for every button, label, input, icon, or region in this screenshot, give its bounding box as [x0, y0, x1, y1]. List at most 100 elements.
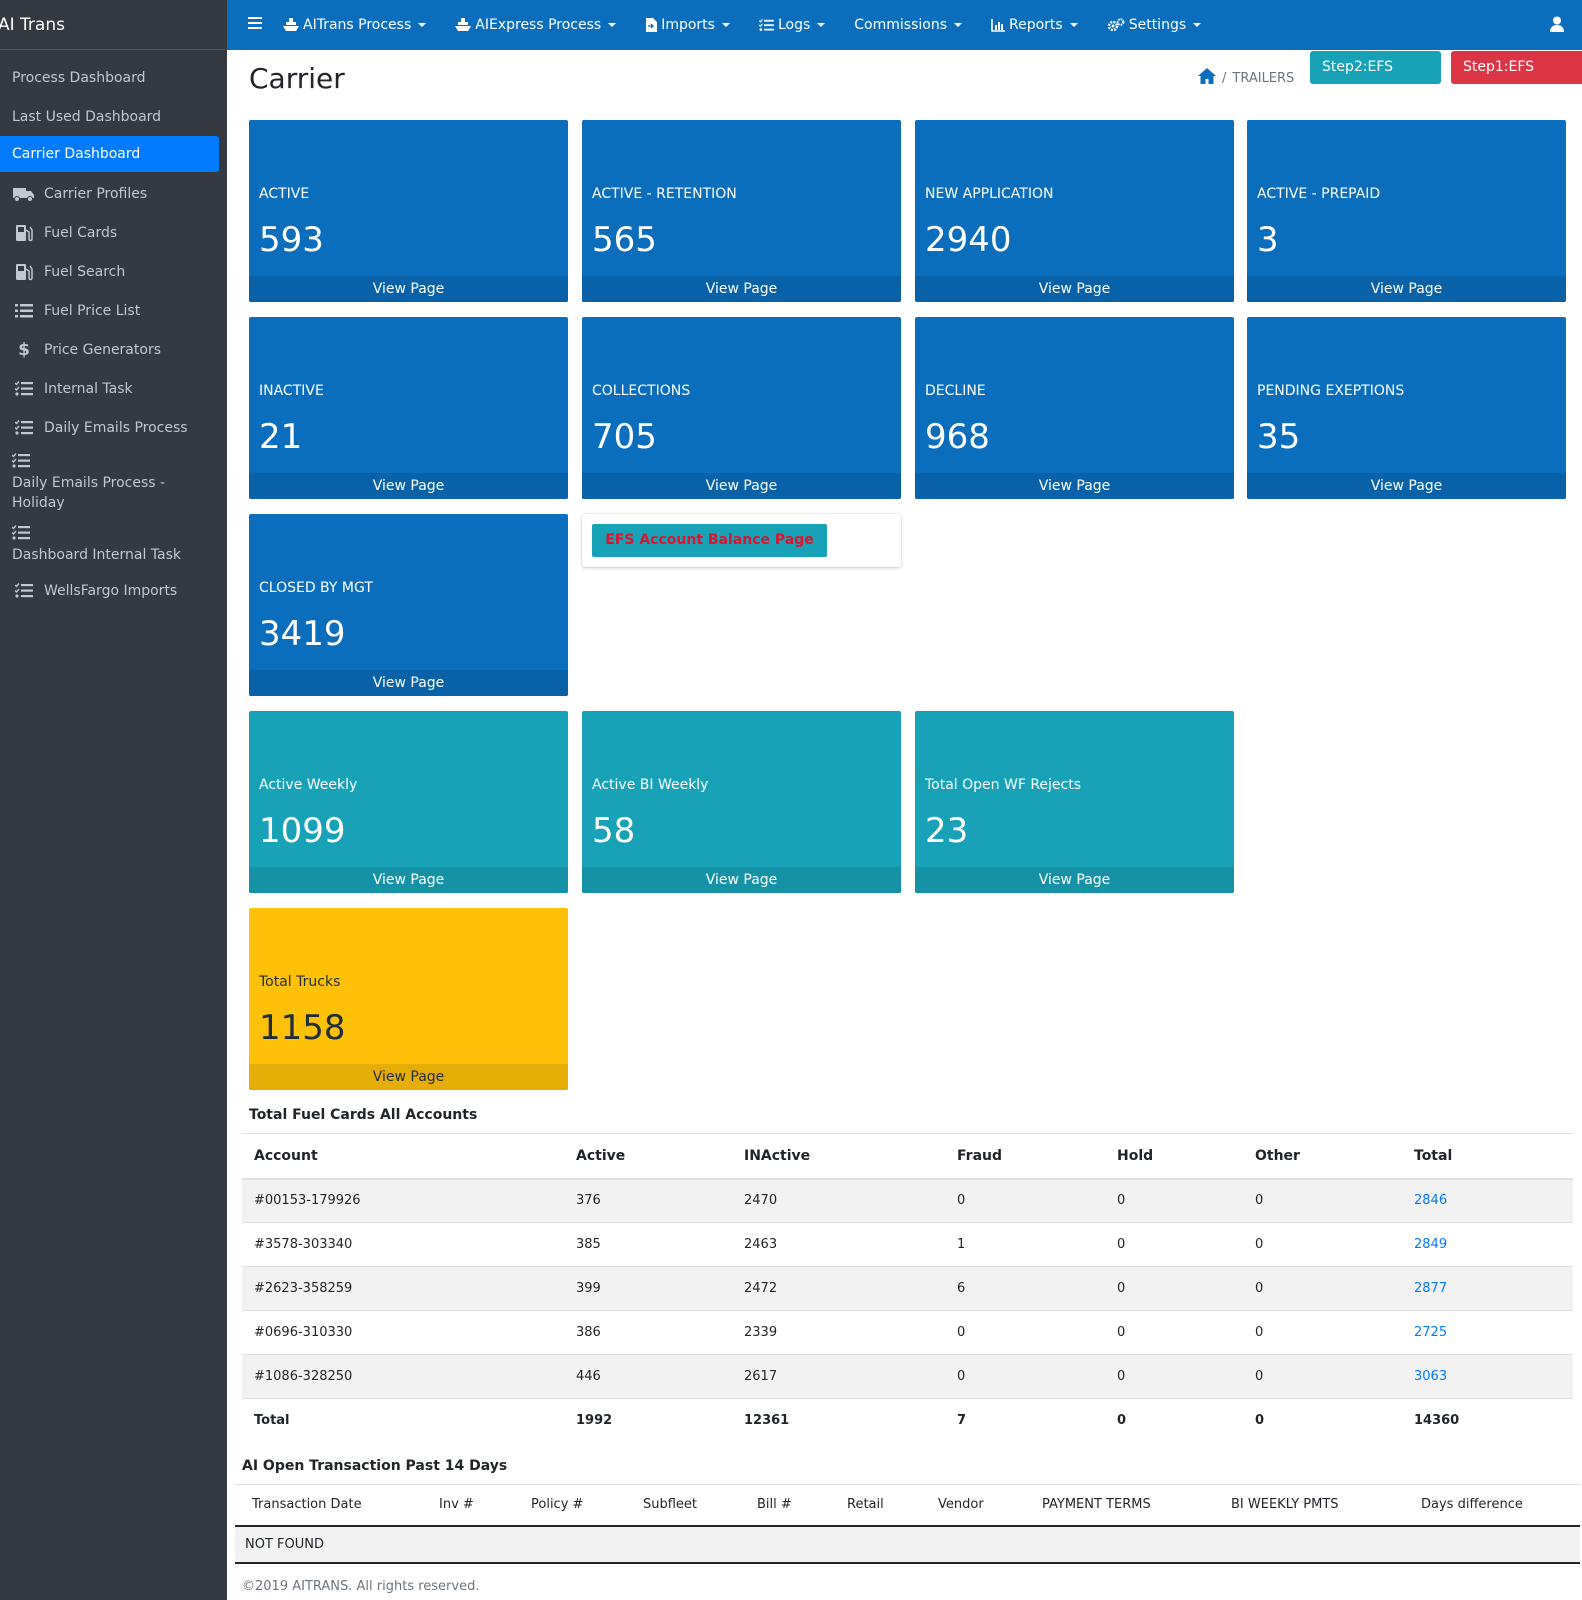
tile-label: PENDING EXEPTIONS — [1257, 383, 1405, 399]
cell-total-link[interactable]: 2725 — [1402, 1310, 1573, 1355]
view-page-link[interactable]: View Page — [249, 670, 568, 696]
cell-fraud: 1 — [945, 1222, 1105, 1267]
cell-total-link[interactable]: 2849 — [1402, 1222, 1573, 1267]
tile-active-bi-weekly: Active BI Weekly 58 View Page — [582, 711, 901, 893]
view-page-link[interactable]: View Page — [582, 473, 901, 499]
file-import-icon — [645, 18, 658, 32]
cell-total-other: 0 — [1243, 1398, 1402, 1443]
tasks-icon — [12, 380, 36, 397]
sidebar-item-carrier-profiles[interactable]: Carrier Profiles — [0, 174, 219, 213]
user-icon[interactable] — [1550, 16, 1564, 36]
column-header: Inv # — [422, 1484, 514, 1527]
tile-label: Active BI Weekly — [592, 777, 709, 793]
view-page-link[interactable]: View Page — [1247, 276, 1566, 302]
efs-account-balance-button[interactable]: EFS Account Balance Page — [592, 524, 827, 557]
column-header: Bill # — [740, 1484, 830, 1527]
tile-value: 968 — [925, 417, 990, 457]
view-page-link[interactable]: View Page — [582, 276, 901, 302]
sidebar-item-dashboard-internal-task[interactable]: Dashboard Internal Task — [0, 519, 219, 571]
sidebar-item-price-generators[interactable]: $ Price Generators — [0, 330, 219, 369]
tile-value: 21 — [259, 417, 303, 457]
hamburger-menu-icon[interactable] — [227, 17, 283, 33]
fuel-cards-table: Account Active INActive Fraud Hold Other… — [242, 1133, 1573, 1443]
nav-commissions[interactable]: Commissions — [854, 17, 962, 33]
nav-reports[interactable]: Reports — [991, 17, 1078, 33]
sidebar-item-label: Carrier Dashboard — [12, 146, 141, 162]
page-title: Carrier — [249, 62, 345, 95]
column-header: INActive — [732, 1133, 945, 1180]
sidebar-item-fuel-price-list[interactable]: Fuel Price List — [0, 291, 219, 330]
cell-hold: 0 — [1105, 1354, 1243, 1399]
column-header: Policy # — [514, 1484, 626, 1527]
column-header: Retail — [830, 1484, 921, 1527]
table-row: #0696-310330 386 2339 0 0 0 2725 — [242, 1310, 1573, 1355]
cell-total-link[interactable]: 2877 — [1402, 1266, 1573, 1311]
sidebar-item-fuel-cards[interactable]: Fuel Cards — [0, 213, 219, 252]
tile-label: CLOSED BY MGT — [259, 580, 373, 596]
tile-total-open-wf-rejects: Total Open WF Rejects 23 View Page — [915, 711, 1234, 893]
cell-total-link[interactable]: 3063 — [1402, 1354, 1573, 1399]
tile-value: 58 — [592, 811, 636, 851]
cell-active: 386 — [564, 1310, 732, 1355]
nav-settings[interactable]: Settings — [1107, 17, 1202, 33]
tasks-icon — [12, 582, 36, 599]
tile-pending-exeptions: PENDING EXEPTIONS 35 View Page — [1247, 317, 1566, 499]
sidebar-item-fuel-search[interactable]: Fuel Search — [0, 252, 219, 291]
cell-hold: 0 — [1105, 1310, 1243, 1355]
efs-reset-button[interactable]: Step1:EFS Reset — [1451, 51, 1582, 108]
sidebar-item-last-used-dashboard[interactable]: Last Used Dashboard — [0, 97, 219, 136]
tasks-icon — [12, 453, 36, 469]
sidebar-item-process-dashboard[interactable]: Process Dashboard — [0, 58, 219, 97]
tile-value: 35 — [1257, 417, 1301, 457]
nav-imports[interactable]: Imports — [645, 17, 730, 33]
view-page-link[interactable]: View Page — [249, 1064, 568, 1090]
sidebar: AI Trans Process Dashboard Last Used Das… — [0, 0, 227, 1600]
tile-decline: DECLINE 968 View Page — [915, 317, 1234, 499]
view-page-link[interactable]: View Page — [249, 867, 568, 893]
cell-other: 0 — [1243, 1266, 1402, 1311]
view-page-link[interactable]: View Page — [249, 473, 568, 499]
sidebar-item-label: Fuel Search — [44, 263, 126, 280]
cell-fraud: 0 — [945, 1354, 1105, 1399]
sidebar-item-daily-emails-process-holiday[interactable]: Daily Emails Process - Holiday — [0, 447, 219, 519]
efs-sync-button[interactable]: Step2:EFS Sync — [1310, 51, 1441, 108]
cell-account: #00153-179926 — [242, 1178, 564, 1223]
dollar-icon: $ — [18, 339, 30, 360]
tile-value: 1158 — [259, 1008, 346, 1048]
sidebar-item-carrier-dashboard[interactable]: Carrier Dashboard — [0, 136, 219, 172]
table-row: #3578-303340 385 2463 1 0 0 2849 — [242, 1222, 1573, 1267]
view-page-link[interactable]: View Page — [915, 867, 1234, 893]
cell-fraud: 0 — [945, 1310, 1105, 1355]
column-header: Subfleet — [626, 1484, 740, 1527]
cell-account: #3578-303340 — [242, 1222, 564, 1267]
view-page-link[interactable]: View Page — [582, 867, 901, 893]
nav-aitrans-process[interactable]: AITrans Process — [283, 17, 427, 33]
cell-other: 0 — [1243, 1222, 1402, 1267]
home-icon[interactable] — [1198, 68, 1216, 88]
efs-balance-card: EFS Account Balance Page — [582, 514, 901, 567]
cell-total-active: 1992 — [564, 1398, 732, 1443]
brand-logo[interactable]: AI Trans — [0, 0, 227, 50]
table-header-row: Account Active INActive Fraud Hold Other… — [242, 1133, 1573, 1180]
nav-logs[interactable]: Logs — [758, 17, 826, 33]
view-page-link[interactable]: View Page — [249, 276, 568, 302]
cell-total-link[interactable]: 2846 — [1402, 1178, 1573, 1223]
sidebar-item-internal-task[interactable]: Internal Task — [0, 369, 219, 408]
sidebar-item-daily-emails-process[interactable]: Daily Emails Process — [0, 408, 219, 447]
view-page-link[interactable]: View Page — [915, 276, 1234, 302]
sidebar-item-wellsfargo-imports[interactable]: WellsFargo Imports — [0, 571, 219, 610]
cell-hold: 0 — [1105, 1266, 1243, 1311]
gas-pump-icon — [12, 263, 36, 281]
table-totals-row: Total 1992 12361 7 0 0 14360 — [242, 1398, 1573, 1443]
tile-active-retention: ACTIVE - RETENTION 565 View Page — [582, 120, 901, 302]
nav-aiexpress-process[interactable]: AIExpress Process — [455, 17, 617, 33]
tasks-icon — [758, 18, 774, 32]
cell-active: 399 — [564, 1266, 732, 1311]
view-page-link[interactable]: View Page — [1247, 473, 1566, 499]
tile-value: 593 — [259, 220, 324, 260]
cell-account: #1086-328250 — [242, 1354, 564, 1399]
table-row: #1086-328250 446 2617 0 0 0 3063 — [242, 1354, 1573, 1399]
cell-other: 0 — [1243, 1354, 1402, 1399]
sidebar-nav: Process Dashboard Last Used Dashboard Ca… — [0, 50, 227, 610]
view-page-link[interactable]: View Page — [915, 473, 1234, 499]
